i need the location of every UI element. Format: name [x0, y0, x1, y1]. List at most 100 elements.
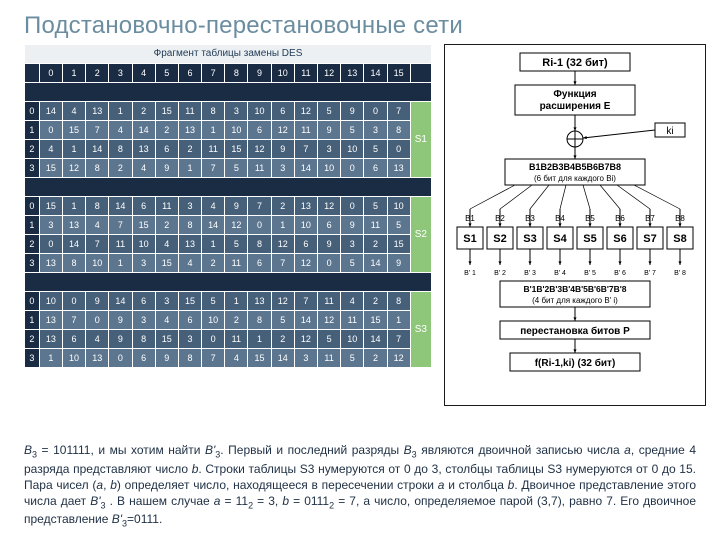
table-cell: 15: [155, 330, 178, 349]
feistel-diagram-container: Ri-1 (32 бит)Функциярасширения EkiB1B2B3…: [444, 44, 706, 406]
table-cell: 2: [364, 292, 387, 311]
table-cell: 0: [202, 330, 225, 349]
table-cell: 4: [225, 349, 248, 368]
table-cell: 15: [62, 121, 85, 140]
table-cell: 10: [318, 159, 341, 178]
table-cell: 6: [178, 311, 201, 330]
table-cell: 8: [62, 254, 85, 273]
table-cell: 4: [178, 254, 201, 273]
table-cell: 14: [39, 102, 62, 121]
table-cell: 0: [62, 292, 85, 311]
table-cell: 10: [341, 330, 364, 349]
table-cell: 5: [202, 292, 225, 311]
table-cell: 12: [294, 254, 317, 273]
table-cell: 0: [248, 216, 271, 235]
col-header: 14: [364, 64, 387, 83]
table-cell: 13: [248, 292, 271, 311]
des-table-container: Фрагмент таблицы замены DES0123456789101…: [24, 44, 432, 368]
table-cell: 14: [62, 235, 85, 254]
row-header: 3: [25, 159, 40, 178]
svg-text:S1: S1: [463, 233, 476, 245]
table-cell: 15: [39, 159, 62, 178]
sbox-label: S1: [410, 102, 431, 178]
table-cell: 5: [341, 254, 364, 273]
table-cell: 10: [248, 102, 271, 121]
table-cell: 4: [155, 311, 178, 330]
table-cell: 6: [364, 159, 387, 178]
table-cell: 3: [225, 102, 248, 121]
svg-text:S8: S8: [673, 233, 686, 245]
col-header: 9: [248, 64, 271, 83]
table-cell: 13: [294, 197, 317, 216]
table-cell: 12: [271, 235, 294, 254]
table-cell: 4: [155, 235, 178, 254]
table-cell: 3: [39, 216, 62, 235]
table-cell: 0: [39, 235, 62, 254]
table-cell: 11: [109, 235, 132, 254]
col-header: 1: [62, 64, 85, 83]
table-cell: 12: [248, 140, 271, 159]
table-cell: 3: [294, 349, 317, 368]
table-cell: 10: [341, 140, 364, 159]
table-cell: 14: [364, 330, 387, 349]
table-cell: 0: [109, 349, 132, 368]
col-header: 5: [155, 64, 178, 83]
table-cell: 9: [109, 330, 132, 349]
table-cell: 12: [387, 349, 410, 368]
table-cell: 7: [86, 235, 109, 254]
table-cell: 10: [39, 292, 62, 311]
table-cell: 12: [294, 330, 317, 349]
sbox-label: S3: [410, 292, 431, 368]
table-cell: 15: [178, 292, 201, 311]
table-cell: 15: [248, 349, 271, 368]
table-cell: 9: [155, 349, 178, 368]
table-cell: 1: [39, 349, 62, 368]
table-cell: 14: [109, 197, 132, 216]
row-header: 2: [25, 330, 40, 349]
table-cell: 8: [202, 102, 225, 121]
table-cell: 13: [86, 349, 109, 368]
table-cell: 14: [109, 292, 132, 311]
svg-text:(6 бит для каждого Bi): (6 бит для каждого Bi): [534, 174, 616, 183]
table-cell: 8: [387, 121, 410, 140]
svg-text:S4: S4: [553, 233, 567, 245]
table-cell: 9: [341, 102, 364, 121]
table-cell: 13: [178, 121, 201, 140]
table-cell: 2: [155, 216, 178, 235]
svg-text:B' 1: B' 1: [464, 270, 476, 277]
table-cell: 9: [341, 216, 364, 235]
table-cell: 0: [341, 159, 364, 178]
table-cell: 0: [86, 311, 109, 330]
table-cell: 1: [62, 140, 85, 159]
table-cell: 8: [248, 311, 271, 330]
row-header: 0: [25, 292, 40, 311]
table-cell: 15: [364, 311, 387, 330]
table-cell: 12: [294, 102, 317, 121]
table-cell: 15: [39, 197, 62, 216]
table-cell: 7: [248, 197, 271, 216]
row-header: 3: [25, 349, 40, 368]
table-cell: 4: [39, 140, 62, 159]
svg-text:Функция: Функция: [553, 89, 596, 100]
table-cell: 11: [155, 197, 178, 216]
sbox-label: S2: [410, 197, 431, 273]
row-header: 0: [25, 102, 40, 121]
table-cell: 11: [341, 311, 364, 330]
col-header: 10: [271, 64, 294, 83]
table-cell: 15: [132, 216, 155, 235]
table-cell: 3: [178, 330, 201, 349]
table-cell: 11: [294, 121, 317, 140]
table-cell: 7: [294, 140, 317, 159]
svg-text:S6: S6: [613, 233, 626, 245]
table-cell: 14: [294, 311, 317, 330]
table-cell: 12: [225, 216, 248, 235]
table-cell: 6: [318, 216, 341, 235]
table-cell: 3: [132, 311, 155, 330]
table-cell: 10: [202, 311, 225, 330]
table-cell: 15: [225, 140, 248, 159]
table-cell: 0: [318, 254, 341, 273]
feistel-diagram: Ri-1 (32 бит)Функциярасширения EkiB1B2B3…: [444, 44, 706, 406]
table-cell: 8: [86, 197, 109, 216]
table-cell: 14: [132, 121, 155, 140]
table-cell: 3: [132, 254, 155, 273]
